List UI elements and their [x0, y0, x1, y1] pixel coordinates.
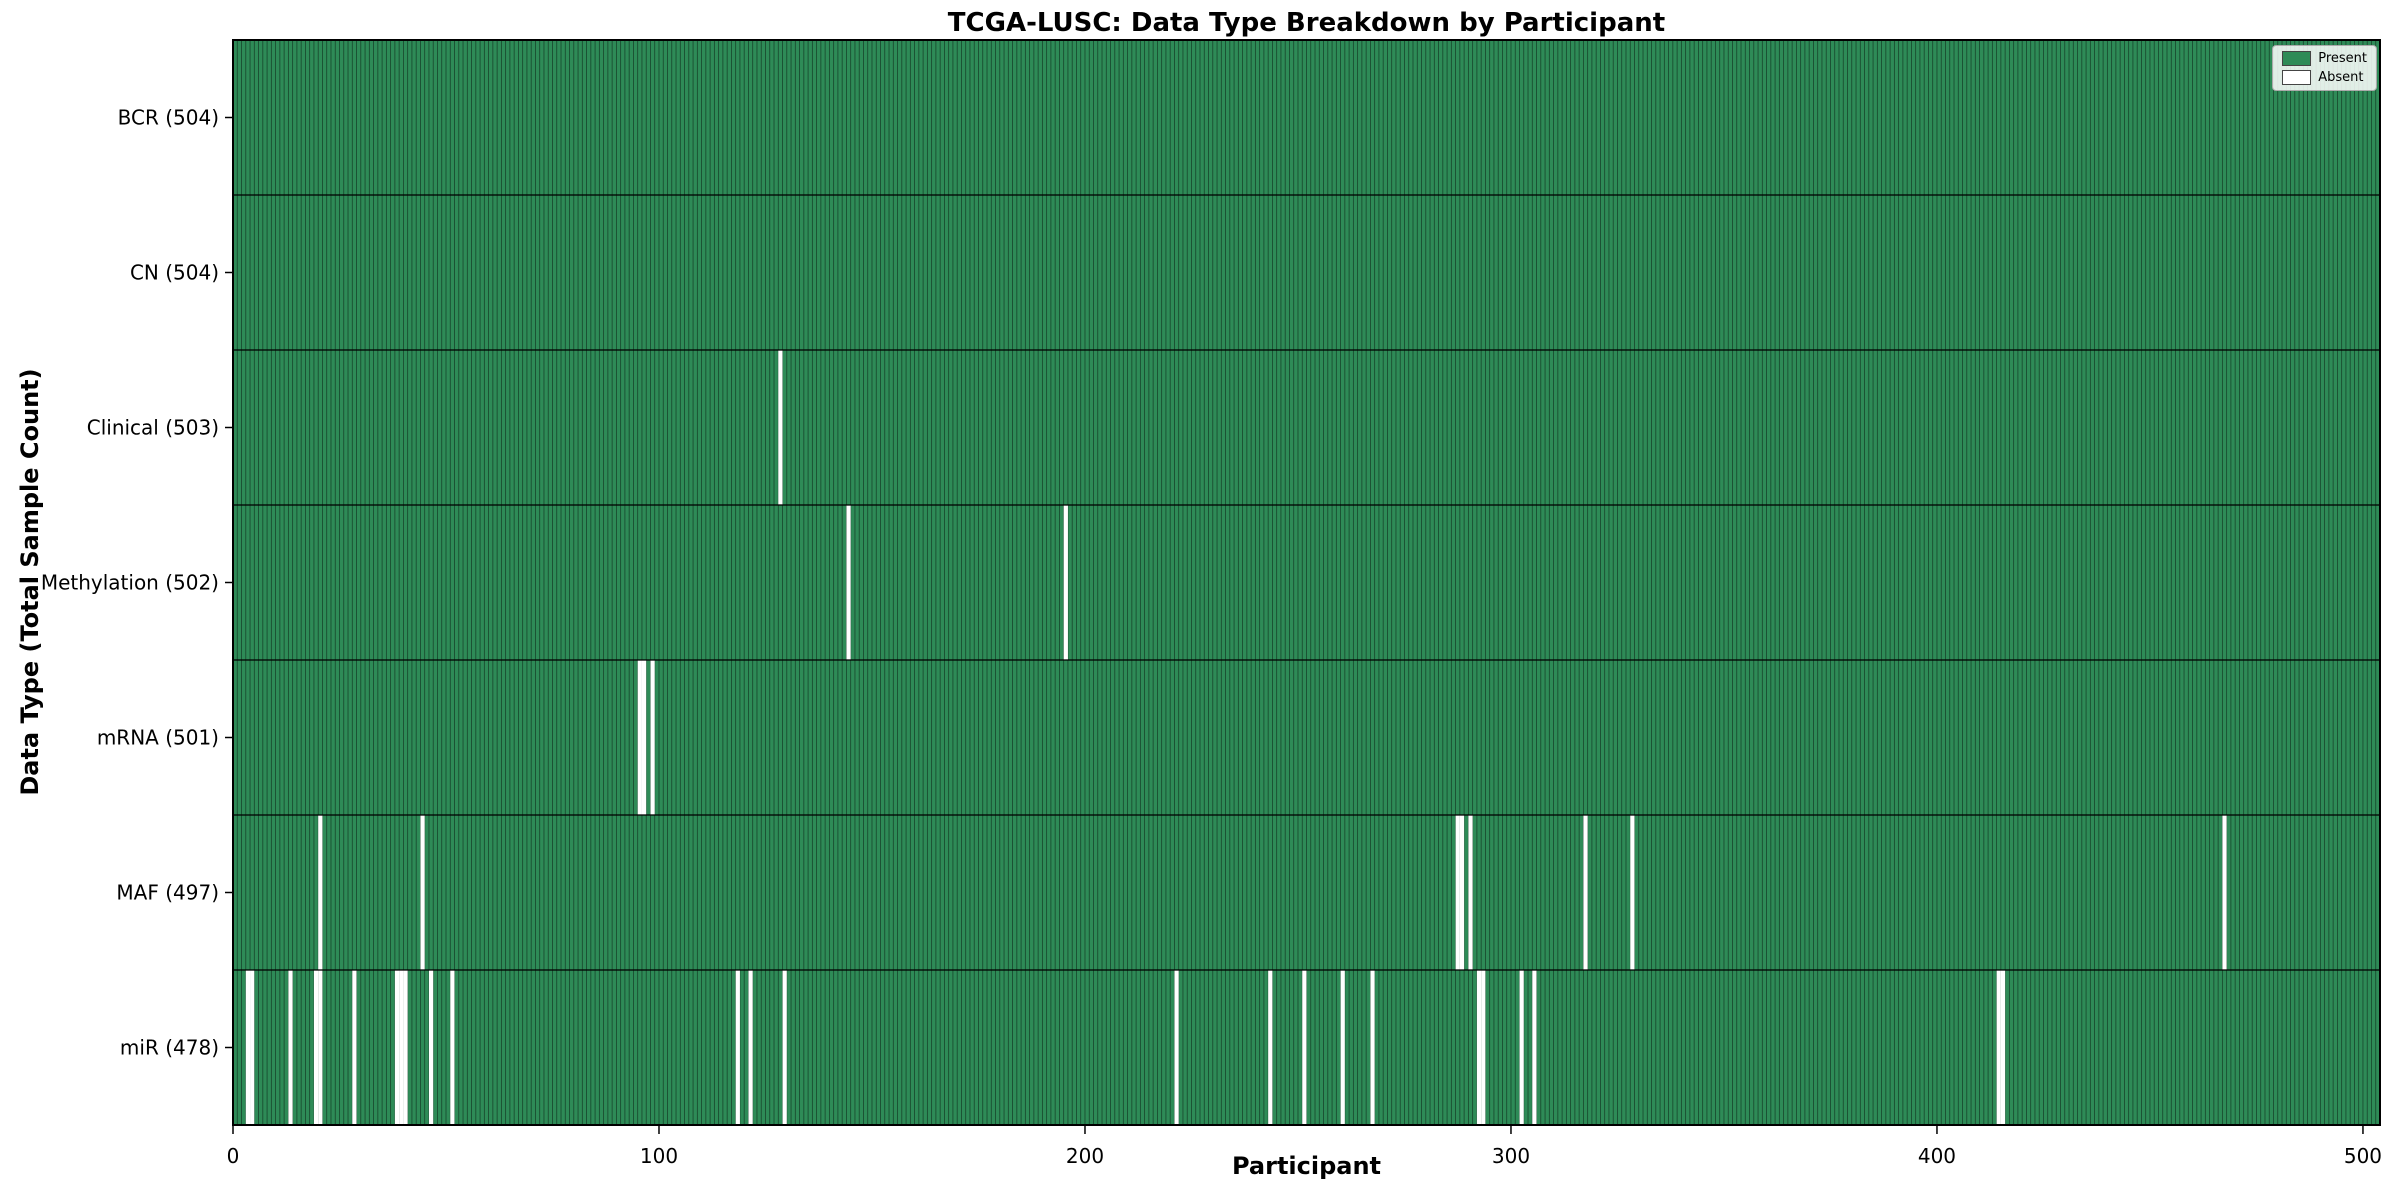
absent-bar-maf-44 [420, 815, 425, 970]
legend: Present Absent [2272, 45, 2377, 91]
absent-bar-mir-415 [2000, 970, 2006, 1125]
absent-bar-maf-467 [2222, 815, 2227, 970]
chart-title: TCGA-LUSC: Data Type Breakdown by Partic… [947, 8, 1666, 38]
absent-bar-mir-13 [288, 970, 293, 1125]
x-tick-label: 400 [1918, 1144, 1956, 1168]
absent-bar-mir-251 [1302, 970, 1307, 1125]
y-tick-label: miR (478) [120, 1036, 219, 1060]
absent-bar-methylation-195 [1063, 505, 1068, 660]
legend-label-absent: Absent [2318, 70, 2364, 85]
y-tick-label: Clinical (503) [87, 416, 219, 440]
absent-bar-mir-302 [1519, 970, 1524, 1125]
y-tick-label: BCR (504) [118, 106, 219, 130]
absent-bar-mir-19 [313, 970, 319, 1125]
absent-bar-mir-46 [428, 970, 434, 1125]
absent-bar-maf-288 [1459, 815, 1465, 970]
absent-bar-mir-267 [1370, 970, 1375, 1125]
absent-bar-mir-28 [352, 970, 357, 1125]
absent-bar-mir-4 [250, 970, 255, 1125]
absent-bar-maf-287 [1455, 815, 1460, 970]
legend-swatch-present-icon [2282, 51, 2312, 66]
absent-bar-mir-293 [1481, 970, 1486, 1125]
x-tick-label: 300 [1492, 1144, 1530, 1168]
y-tick-label: mRNA (501) [97, 726, 219, 750]
absent-bar-mrna-95 [637, 660, 642, 815]
absent-bar-maf-290 [1468, 815, 1473, 970]
x-axis-label: Participant [1231, 1152, 1382, 1180]
y-tick-label: CN (504) [130, 261, 219, 285]
absent-bar-clinical-128 [778, 350, 783, 505]
absent-bar-mir-20 [318, 970, 323, 1125]
absent-bar-mir-40 [403, 970, 408, 1125]
absent-bar-maf-328 [1630, 815, 1635, 970]
absent-bar-mir-414 [1996, 970, 2001, 1125]
x-tick-label: 0 [227, 1144, 240, 1168]
x-tick-label: 200 [1066, 1144, 1104, 1168]
legend-label-present: Present [2318, 51, 2367, 66]
absent-bar-mir-51 [450, 970, 455, 1125]
absent-bar-mir-121 [748, 970, 753, 1125]
absent-bar-maf-317 [1583, 815, 1588, 970]
absent-bar-mir-3 [245, 970, 251, 1125]
absent-bar-methylation-144 [846, 505, 851, 660]
legend-item-present: Present [2282, 51, 2367, 66]
absent-bar-maf-20 [318, 815, 323, 970]
absent-bar-mrna-98 [650, 660, 655, 815]
absent-bar-mir-221 [1174, 970, 1179, 1125]
absent-bar-mir-38 [394, 970, 400, 1125]
absent-bar-mir-39 [399, 970, 404, 1125]
legend-swatch-absent-icon [2282, 70, 2312, 85]
absent-bar-mir-260 [1340, 970, 1345, 1125]
y-tick-label: MAF (497) [116, 881, 219, 905]
absent-bar-mir-292 [1476, 970, 1482, 1125]
y-tick-label: Methylation (502) [41, 571, 219, 595]
absent-bar-mir-129 [782, 970, 787, 1125]
bar-edges [236, 40, 2377, 1125]
x-tick-label: 500 [2344, 1144, 2382, 1168]
absent-bar-mir-305 [1532, 970, 1537, 1125]
absent-bar-mir-243 [1268, 970, 1273, 1125]
legend-item-absent: Absent [2282, 70, 2367, 85]
x-tick-label: 100 [640, 1144, 678, 1168]
absent-bar-mir-118 [735, 970, 740, 1125]
absent-bar-mrna-96 [641, 660, 647, 815]
